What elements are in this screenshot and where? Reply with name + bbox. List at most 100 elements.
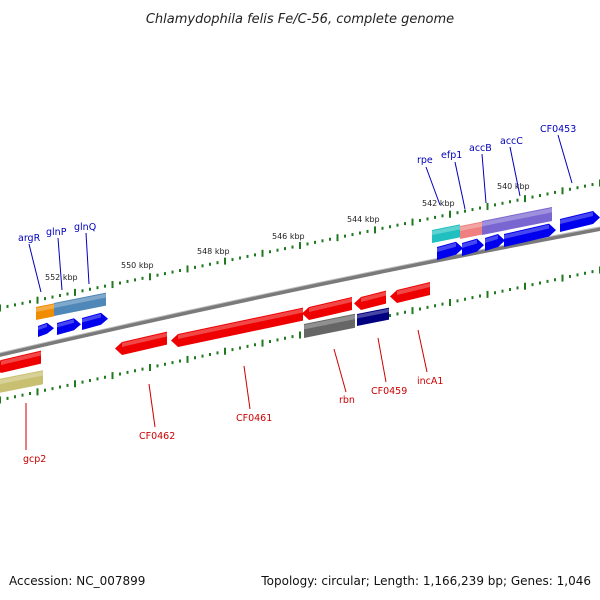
cds-reverse-gcp2-shine [1, 351, 41, 365]
outer-tick [554, 190, 556, 194]
inner-tick [546, 279, 549, 283]
cds-reverse-CF0461 [171, 307, 303, 347]
outer-tick [36, 296, 39, 304]
cds-reverse-rbn-shine [309, 298, 352, 312]
inner-tick [126, 370, 129, 374]
outer-tick [501, 201, 504, 205]
outer-tick [456, 211, 459, 215]
inner-tick [539, 281, 541, 285]
inner-tick [396, 312, 399, 316]
outer-tick [419, 219, 421, 222]
outer-tick [6, 304, 9, 308]
inner-tick [434, 304, 436, 308]
inner-tick [501, 289, 504, 293]
gene-label-CF0462: CF0462 [139, 431, 175, 442]
inner-tick [441, 302, 444, 306]
cog-argR [36, 303, 54, 320]
inner-tick [179, 359, 181, 363]
cog-CF0459-shine [357, 308, 389, 319]
outer-tick [44, 297, 46, 301]
inner-tick [6, 396, 9, 400]
cog-argR-shine [36, 304, 54, 312]
callout-reverse [377, 337, 387, 383]
outer-tick [404, 222, 406, 226]
inner-tick [164, 362, 166, 366]
outer-tick [374, 226, 376, 234]
cds-reverse-CF0459-shine [361, 291, 386, 302]
callout-forward [557, 134, 573, 184]
outer-tick [291, 245, 294, 249]
inner-tick [44, 388, 46, 392]
callout-reverse [417, 329, 428, 373]
gene-label-CF0453: CF0453 [540, 124, 576, 135]
cds-reverse-CF0462 [115, 331, 167, 355]
cds-forward-glnP [57, 318, 81, 335]
gene-label-gcp2: gcp2 [23, 454, 46, 465]
outer-tick [321, 239, 324, 243]
outer-tick [591, 183, 594, 187]
cog-rbn [304, 313, 355, 338]
outer-tick [254, 253, 256, 257]
inner-tick [149, 364, 151, 371]
inner-tick [389, 314, 391, 317]
outer-tick [149, 273, 151, 281]
inner-tick [141, 367, 144, 371]
outer-tick [539, 194, 541, 197]
scale-label-546: 546 kbp [272, 232, 305, 241]
gene-labels: argR glnP glnQ rpe efp1 accB accC CF0453… [18, 124, 576, 465]
outer-tick [201, 264, 204, 268]
outer-tick [509, 200, 511, 204]
outer-tick [239, 256, 241, 260]
cds-forward-accC-shine [504, 224, 549, 239]
outer-tick [216, 261, 219, 265]
inner-tick [509, 288, 511, 291]
inner-tick [156, 364, 159, 368]
outer-tick [561, 187, 564, 195]
outer-tick [179, 269, 181, 272]
cds-reverse-CF0462-shine [122, 332, 167, 347]
inner-tick [111, 372, 114, 380]
outer-tick [186, 265, 189, 273]
cog-rbn-shine [304, 314, 355, 330]
inner-tick [269, 340, 271, 343]
inner-tick [569, 275, 571, 278]
cds-forward-rpe-shine [437, 242, 456, 252]
outer-tick [351, 233, 354, 237]
callout-reverse [243, 365, 251, 410]
outer-tick [344, 234, 346, 238]
inner-tick [209, 353, 211, 356]
outer-tick [494, 203, 496, 207]
outer-tick [449, 210, 451, 218]
inner-tick [284, 336, 286, 340]
cds-forward-efp1-shine [462, 239, 477, 248]
cog-glnP-glnQ-shine [54, 293, 106, 308]
scale-label-544: 544 kbp [347, 215, 380, 224]
gene-label-rbn: rbn [339, 395, 355, 406]
gene-label-efp1: efp1 [441, 150, 462, 161]
outer-tick [89, 287, 91, 291]
gene-label-argR: argR [18, 233, 41, 244]
inner-tick [471, 296, 474, 300]
cds-forward-accC [504, 223, 556, 247]
inner-tick [486, 290, 489, 298]
outer-tick [336, 234, 339, 242]
gene-features [0, 207, 600, 393]
outer-tick [194, 265, 196, 269]
outer-tick [584, 184, 586, 188]
outer-tick [306, 242, 309, 246]
cds-reverse-CF0459 [354, 290, 386, 310]
inner-tick [224, 347, 226, 355]
outer-tick [14, 303, 16, 307]
outer-tick [21, 301, 24, 305]
inner-tick [261, 339, 264, 347]
gene-label-glnQ: glnQ [74, 222, 96, 233]
gene-label-CF0461: CF0461 [236, 413, 272, 424]
outer-tick [569, 187, 571, 191]
gene-label-rpe: rpe [417, 155, 433, 166]
accession-label: Accession: NC_007899 [9, 574, 146, 588]
outer-tick [471, 208, 474, 212]
cds-reverse-gcp2 [0, 350, 41, 373]
callout-forward [57, 237, 63, 291]
cog-accB-accC [482, 207, 552, 235]
outer-tick [111, 281, 114, 289]
